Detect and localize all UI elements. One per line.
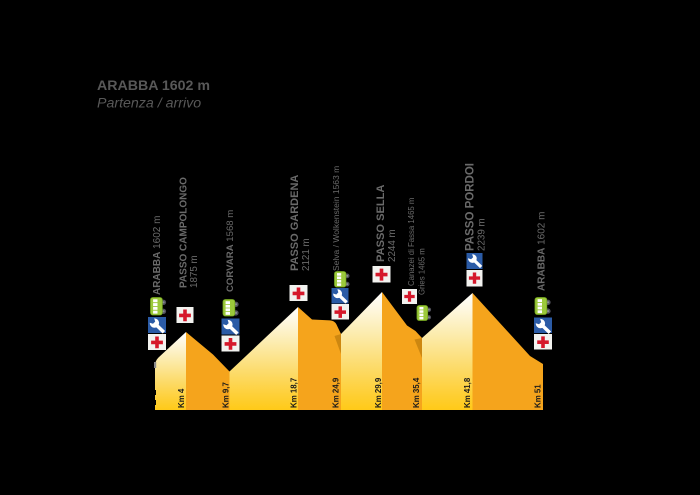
svg-text:ARABBA 1602 m: ARABBA 1602 m: [537, 212, 548, 291]
svg-text:CORVARA 1568 m: CORVARA 1568 m: [225, 210, 236, 292]
svg-text:Km 29,9: Km 29,9: [374, 377, 383, 408]
svg-text:PASSO SELLA: PASSO SELLA: [375, 185, 387, 262]
svg-text:ARABBA 1602 m: ARABBA 1602 m: [97, 78, 210, 94]
svg-text:Km 9,7: Km 9,7: [221, 382, 230, 408]
svg-text:2239 m: 2239 m: [476, 218, 487, 251]
svg-text:Km 18,7: Km 18,7: [290, 377, 299, 408]
svg-text:Km 4: Km 4: [177, 388, 186, 408]
svg-text:Selva / Wolkenstein 1563 m: Selva / Wolkenstein 1563 m: [331, 166, 341, 271]
svg-text:Km 35,4: Km 35,4: [412, 377, 421, 408]
svg-text:Partenza / arrivo: Partenza / arrivo: [97, 96, 201, 112]
svg-text:Canazei di Fassa 1465 m: Canazei di Fassa 1465 m: [407, 198, 416, 286]
svg-text:2121 m: 2121 m: [301, 238, 312, 271]
svg-text:1875 m: 1875 m: [189, 255, 200, 288]
svg-text:2244 m: 2244 m: [387, 229, 398, 262]
svg-text:PASSO CAMPOLONGO: PASSO CAMPOLONGO: [179, 177, 190, 288]
svg-text:PASSO GARDENA: PASSO GARDENA: [289, 175, 301, 271]
svg-text:Km 51: Km 51: [534, 384, 543, 408]
svg-text:ARABBA 1602 m: ARABBA 1602 m: [152, 216, 163, 295]
svg-text:Km 41,8: Km 41,8: [463, 377, 472, 408]
svg-text:PASSO PORDOI: PASSO PORDOI: [465, 163, 477, 251]
svg-text:Km 24,9: Km 24,9: [332, 377, 341, 408]
svg-text:Gries 1465 m: Gries 1465 m: [417, 248, 426, 295]
